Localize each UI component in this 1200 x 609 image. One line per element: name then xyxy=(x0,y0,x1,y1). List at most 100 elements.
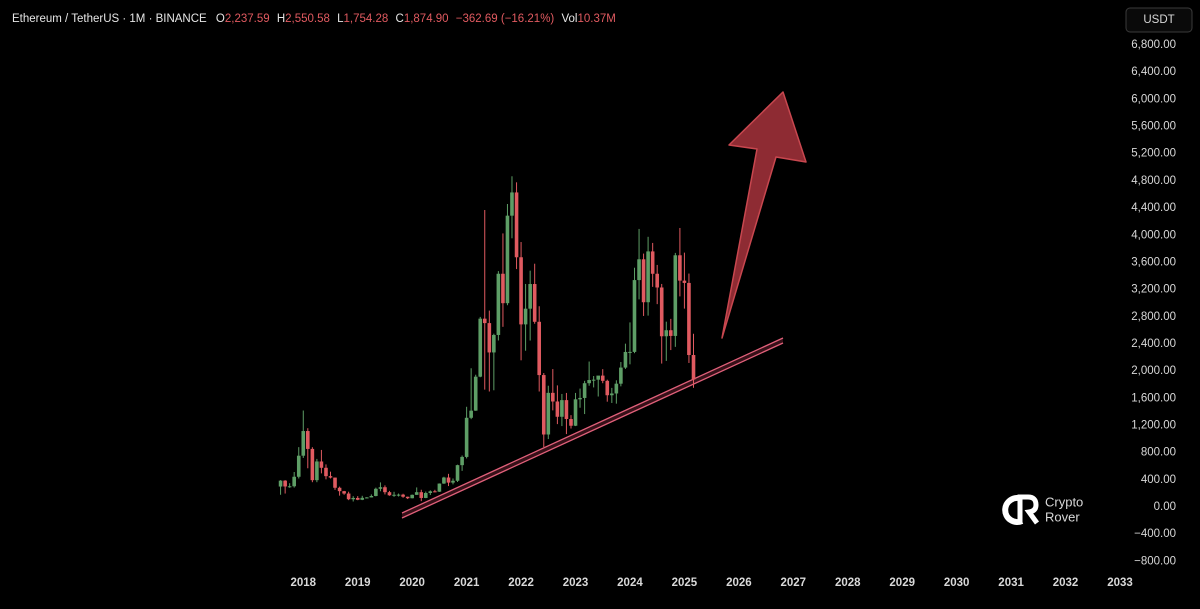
candle-body xyxy=(428,491,433,493)
candle-body xyxy=(541,375,546,435)
candle-body xyxy=(455,465,460,481)
candle-body xyxy=(469,410,473,418)
watermark-line: Crypto xyxy=(1045,494,1083,509)
candle-body xyxy=(687,282,691,356)
candle-body xyxy=(337,487,342,492)
logo-r xyxy=(1017,494,1040,525)
y-tick-label: −400.00 xyxy=(1134,528,1176,540)
candle-body xyxy=(519,257,523,325)
currency-button[interactable] xyxy=(1125,7,1193,33)
candle-body xyxy=(305,431,310,449)
candle-body xyxy=(555,401,560,417)
x-tick-label: 2031 xyxy=(998,577,1024,589)
x-tick-label: 2029 xyxy=(889,577,915,589)
low-label: L xyxy=(337,13,344,25)
candle-body xyxy=(646,251,650,303)
y-tick-label: 2,400.00 xyxy=(1131,338,1176,350)
candle-body xyxy=(569,419,573,426)
candle-body xyxy=(492,334,496,353)
x-tick-label: 2028 xyxy=(835,577,861,589)
candle-body xyxy=(523,308,528,325)
candle-body xyxy=(396,494,401,496)
x-tick-label: 2021 xyxy=(454,577,480,589)
candle-body xyxy=(691,355,696,380)
candle-body xyxy=(673,255,678,336)
y-tick-label: 6,000.00 xyxy=(1131,93,1176,105)
candle-body xyxy=(414,492,419,495)
candle-body xyxy=(437,483,442,492)
candle-body xyxy=(619,367,623,384)
candle-body xyxy=(442,477,446,484)
candle-body xyxy=(446,477,451,483)
high-label: H xyxy=(277,13,285,25)
candle-body xyxy=(614,383,619,394)
candle-body xyxy=(319,461,324,468)
candle-body xyxy=(383,487,387,493)
x-tick-label: 2022 xyxy=(508,577,534,589)
candle-body xyxy=(578,397,582,400)
candle-body xyxy=(405,496,410,499)
candle-body xyxy=(501,273,505,304)
candle-body xyxy=(682,280,687,283)
candle-body xyxy=(360,497,365,500)
trend-band xyxy=(402,338,783,518)
candle-body xyxy=(582,383,587,398)
candle-body xyxy=(387,492,392,496)
candle-body xyxy=(346,493,351,500)
candle-body xyxy=(378,487,383,489)
candle-body xyxy=(560,400,564,417)
candle-body xyxy=(473,376,478,411)
candle-body xyxy=(419,492,424,498)
candle-body xyxy=(301,431,306,456)
y-tick-label: 1,600.00 xyxy=(1131,392,1176,404)
candle-body xyxy=(664,330,669,337)
candle-body xyxy=(546,392,551,435)
candle-body xyxy=(478,318,483,377)
candle-body xyxy=(451,480,455,483)
candle-body xyxy=(637,259,641,281)
y-tick-label: 4,800.00 xyxy=(1131,175,1176,187)
change: −362.69 (−16.21%) xyxy=(456,13,555,25)
y-tick-label: −800.00 xyxy=(1134,555,1176,567)
candle-body xyxy=(369,495,374,498)
open-value: 2,237.59 xyxy=(225,13,270,25)
candle-body xyxy=(605,380,610,396)
y-tick-label: 2,000.00 xyxy=(1131,365,1176,377)
candle-body xyxy=(678,255,682,281)
candle-body xyxy=(505,215,510,304)
candle-body xyxy=(641,259,646,303)
candle-body xyxy=(365,497,369,499)
candle-body xyxy=(351,497,356,500)
y-tick-label: 0.00 xyxy=(1154,501,1176,513)
candle-body xyxy=(532,284,537,322)
y-tick-label: 1,200.00 xyxy=(1131,419,1176,431)
candle-body xyxy=(596,375,601,380)
candle-body xyxy=(278,480,283,487)
candle-body xyxy=(510,192,514,216)
candle-body xyxy=(669,330,673,336)
trend-line xyxy=(401,342,784,519)
y-tick-label: 6,800.00 xyxy=(1131,39,1176,51)
candle-body xyxy=(374,488,378,496)
y-tick-label: 400.00 xyxy=(1141,474,1176,486)
y-tick-label: 3,200.00 xyxy=(1131,284,1176,296)
watermark-line: Rover xyxy=(1045,509,1080,524)
candle-body xyxy=(528,284,532,309)
candle-body xyxy=(514,192,519,258)
candle-body xyxy=(628,351,632,353)
candle-body xyxy=(410,494,414,499)
candle-body xyxy=(610,393,614,396)
x-tick-label: 2032 xyxy=(1053,577,1079,589)
candle-body xyxy=(623,351,628,368)
header: Ethereum / TetherUS · 1M · BINANCE O2,23… xyxy=(12,13,616,25)
candle-body xyxy=(564,400,569,420)
x-tick-label: 2020 xyxy=(399,577,425,589)
x-tick-label: 2019 xyxy=(345,577,371,589)
candle-body xyxy=(632,280,637,352)
candle-body xyxy=(591,379,596,381)
x-tick-label: 2023 xyxy=(563,577,589,589)
x-tick-label: 2030 xyxy=(944,577,970,589)
candle-body xyxy=(355,497,360,500)
x-tick-label: 2027 xyxy=(781,577,807,589)
